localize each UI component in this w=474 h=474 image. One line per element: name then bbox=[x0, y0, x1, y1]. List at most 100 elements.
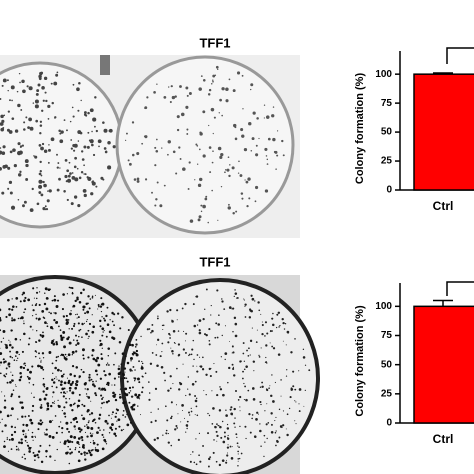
colony bbox=[174, 95, 177, 98]
colony bbox=[67, 445, 69, 448]
y-tick-label: 50 bbox=[381, 359, 393, 370]
colony bbox=[137, 377, 140, 381]
colony bbox=[40, 193, 44, 197]
colony bbox=[246, 204, 249, 208]
colony bbox=[60, 355, 62, 357]
colony bbox=[250, 149, 253, 152]
colony bbox=[55, 359, 58, 362]
colony bbox=[14, 384, 16, 386]
colony bbox=[75, 366, 79, 369]
colony bbox=[259, 386, 262, 388]
colony bbox=[290, 388, 294, 391]
colony bbox=[125, 139, 127, 141]
x-tick-label: Ctrl bbox=[433, 432, 454, 446]
colony bbox=[269, 330, 272, 333]
colony bbox=[40, 359, 42, 361]
colony bbox=[88, 420, 90, 422]
colony bbox=[120, 363, 122, 365]
colony bbox=[102, 331, 104, 333]
colony bbox=[119, 393, 121, 396]
colony bbox=[154, 387, 158, 391]
colony bbox=[282, 154, 285, 157]
colony bbox=[44, 184, 47, 188]
colony bbox=[77, 109, 80, 112]
colony bbox=[39, 406, 43, 409]
colony bbox=[167, 86, 170, 88]
colony bbox=[12, 389, 15, 391]
colony bbox=[94, 369, 98, 373]
colony bbox=[169, 308, 172, 312]
colony bbox=[188, 354, 190, 357]
colony bbox=[21, 406, 24, 410]
colony bbox=[167, 389, 170, 392]
colony bbox=[179, 85, 182, 88]
y-axis-label: Colony formation (%) bbox=[354, 73, 366, 185]
colony bbox=[134, 379, 136, 382]
colony bbox=[139, 414, 142, 416]
colony bbox=[135, 349, 139, 353]
colony bbox=[210, 82, 213, 85]
colony bbox=[24, 296, 27, 300]
colony bbox=[156, 338, 160, 341]
colony bbox=[43, 397, 47, 401]
colony bbox=[272, 312, 274, 315]
colony bbox=[88, 322, 92, 326]
colony bbox=[6, 381, 9, 384]
colony bbox=[215, 65, 219, 69]
colony bbox=[115, 412, 118, 415]
colony bbox=[38, 191, 42, 194]
colony bbox=[105, 314, 108, 318]
colony bbox=[122, 401, 125, 405]
colony bbox=[259, 400, 262, 404]
colony bbox=[113, 363, 115, 366]
colony bbox=[257, 413, 259, 415]
colony bbox=[41, 310, 45, 313]
colony bbox=[80, 368, 83, 371]
colony bbox=[2, 330, 6, 333]
colony bbox=[24, 439, 27, 442]
colony bbox=[186, 94, 189, 97]
colony bbox=[35, 297, 38, 300]
colony bbox=[127, 328, 130, 332]
colony bbox=[101, 302, 105, 306]
colony bbox=[29, 208, 34, 213]
colony bbox=[182, 363, 184, 365]
colony bbox=[43, 76, 48, 80]
colony bbox=[265, 344, 268, 347]
colony bbox=[153, 438, 156, 442]
colony bbox=[166, 419, 169, 422]
colony bbox=[50, 312, 52, 315]
colony bbox=[208, 343, 211, 346]
colony bbox=[249, 88, 252, 91]
colony bbox=[172, 150, 176, 154]
colony bbox=[201, 368, 205, 371]
colony bbox=[216, 434, 219, 437]
colony bbox=[0, 410, 2, 414]
colony bbox=[136, 179, 140, 183]
colony bbox=[190, 410, 193, 413]
colony bbox=[196, 324, 199, 326]
colony bbox=[56, 368, 60, 372]
colony bbox=[285, 428, 287, 430]
colony bbox=[38, 172, 42, 176]
colony bbox=[23, 311, 25, 314]
colony bbox=[151, 329, 154, 333]
colony bbox=[224, 325, 226, 327]
colony bbox=[149, 362, 153, 365]
colony bbox=[260, 403, 262, 406]
colony bbox=[22, 89, 26, 94]
colony bbox=[171, 349, 174, 353]
colony bbox=[224, 435, 226, 438]
colony bbox=[21, 79, 25, 84]
colony bbox=[66, 337, 70, 341]
colony bbox=[1, 430, 4, 433]
colony bbox=[68, 462, 71, 465]
colony bbox=[38, 144, 42, 147]
y-tick-label: 25 bbox=[381, 156, 393, 167]
colony bbox=[37, 428, 40, 431]
colony bbox=[68, 430, 71, 433]
colony bbox=[76, 339, 79, 342]
colony bbox=[96, 359, 98, 362]
colony bbox=[185, 394, 187, 397]
colony bbox=[82, 370, 85, 374]
